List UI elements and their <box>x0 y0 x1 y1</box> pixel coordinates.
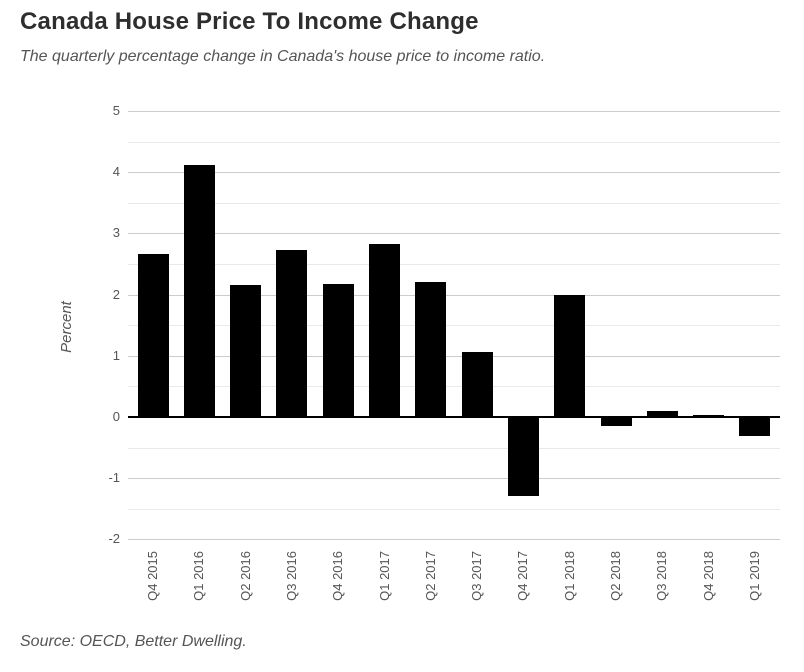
bar-q1-2018 <box>554 295 585 417</box>
bar-q3-2018 <box>647 411 678 417</box>
bar-q1-2017 <box>369 244 400 417</box>
x-tick-label: Q3 2017 <box>469 551 484 601</box>
major-gridline <box>128 295 780 296</box>
y-tick-label: 1 <box>112 348 120 363</box>
y-tick-label: 2 <box>112 287 120 302</box>
x-tick-label: Q2 2018 <box>608 551 623 601</box>
x-tick-label: Q1 2018 <box>562 551 577 601</box>
x-tick-label: Q2 2017 <box>423 551 438 601</box>
bar-q4-2015 <box>138 254 169 417</box>
minor-gridline <box>128 448 780 449</box>
major-gridline <box>128 539 780 540</box>
bar-q3-2016 <box>276 250 307 417</box>
bar-q4-2017 <box>508 418 539 496</box>
minor-gridline <box>128 386 780 387</box>
x-tick-label: Q4 2018 <box>701 551 716 601</box>
major-gridline <box>128 233 780 234</box>
bar-q4-2018 <box>693 415 724 417</box>
major-gridline <box>128 111 780 112</box>
x-tick-label: Q3 2016 <box>284 551 299 601</box>
bar-q2-2017 <box>415 282 446 417</box>
bar-q2-2018 <box>601 418 632 426</box>
zero-axis-line <box>128 416 780 418</box>
chart-title: Canada House Price To Income Change <box>20 8 479 35</box>
minor-gridline <box>128 264 780 265</box>
y-tick-label: 4 <box>112 164 120 179</box>
minor-gridline <box>128 203 780 204</box>
chart-subtitle: The quarterly percentage change in Canad… <box>20 48 546 65</box>
bar-q4-2016 <box>323 284 354 417</box>
source-note: Source: OECD, Better Dwelling. <box>20 633 247 650</box>
bar-q1-2016 <box>184 165 215 417</box>
y-tick-label: -1 <box>108 470 120 485</box>
x-tick-label: Q4 2017 <box>515 551 530 601</box>
bar-q2-2016 <box>230 285 261 417</box>
major-gridline <box>128 478 780 479</box>
x-tick-label: Q2 2016 <box>238 551 253 601</box>
y-tick-label: 5 <box>112 103 120 118</box>
y-tick-label: 0 <box>112 409 120 424</box>
x-tick-label: Q4 2016 <box>330 551 345 601</box>
bar-q1-2019 <box>739 418 770 436</box>
major-gridline <box>128 356 780 357</box>
x-tick-label: Q1 2019 <box>747 551 762 601</box>
major-gridline <box>128 172 780 173</box>
x-tick-label: Q1 2016 <box>191 551 206 601</box>
y-tick-label: -2 <box>108 531 120 546</box>
x-tick-label: Q4 2015 <box>145 551 160 601</box>
bar-q3-2017 <box>462 352 493 417</box>
y-tick-label: 3 <box>112 225 120 240</box>
x-tick-label: Q1 2017 <box>377 551 392 601</box>
minor-gridline <box>128 142 780 143</box>
x-tick-label: Q3 2018 <box>654 551 669 601</box>
minor-gridline <box>128 325 780 326</box>
minor-gridline <box>128 509 780 510</box>
